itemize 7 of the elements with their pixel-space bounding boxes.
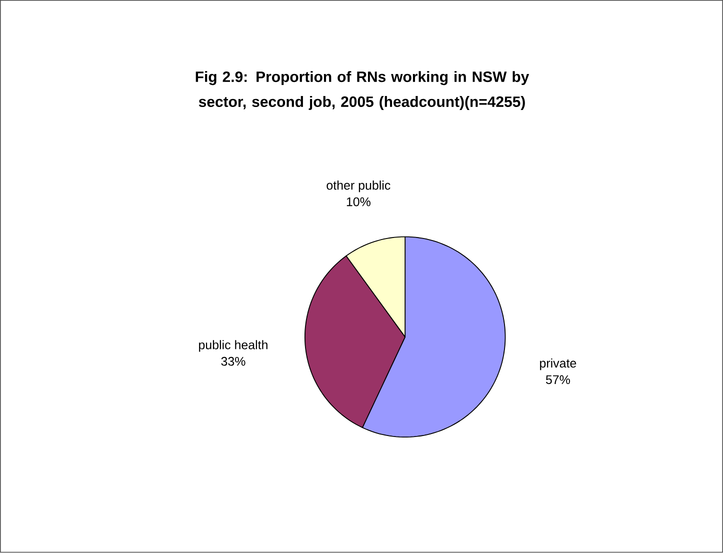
data-label: 57% (546, 375, 570, 384)
slice-label: public health (199, 340, 268, 352)
slice-label: private (540, 358, 576, 370)
data-label: 33% (221, 357, 246, 366)
data-label: 10% (346, 198, 370, 206)
slice-label: other public (326, 180, 390, 192)
chart-title: Fig 2.9: Proportion of RNs working in NSW by sector, second job, 2005 (headcount)(n=4255) (196, 71, 530, 110)
